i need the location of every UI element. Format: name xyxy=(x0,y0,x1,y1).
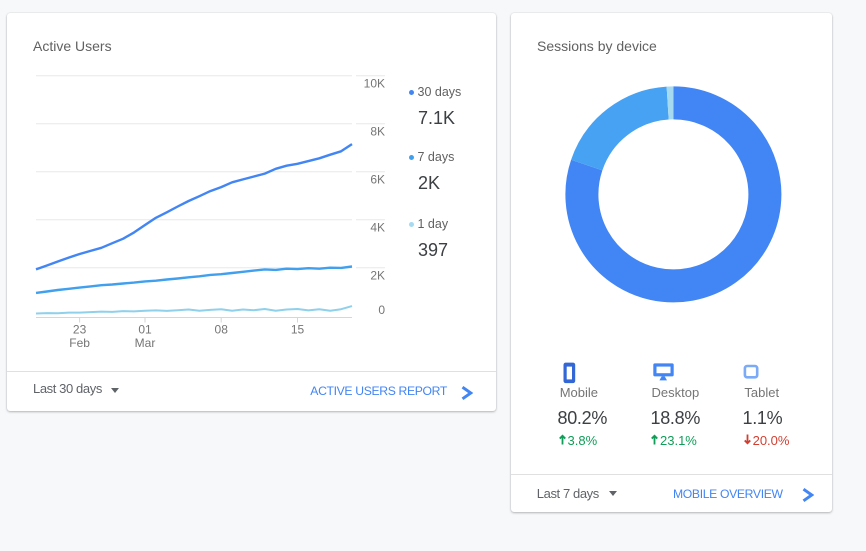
svg-text:2K: 2K xyxy=(370,269,385,283)
svg-text:01: 01 xyxy=(138,323,152,337)
svg-text:0: 0 xyxy=(378,303,385,317)
svg-text:8K: 8K xyxy=(370,125,385,139)
svg-text:Mar: Mar xyxy=(135,336,156,350)
svg-text:15: 15 xyxy=(291,323,305,337)
svg-text:Feb: Feb xyxy=(69,336,90,350)
svg-text:6K: 6K xyxy=(370,173,385,187)
svg-text:23: 23 xyxy=(73,323,87,337)
svg-text:10K: 10K xyxy=(364,77,385,91)
svg-text:4K: 4K xyxy=(370,221,385,235)
svg-text:08: 08 xyxy=(215,323,229,337)
